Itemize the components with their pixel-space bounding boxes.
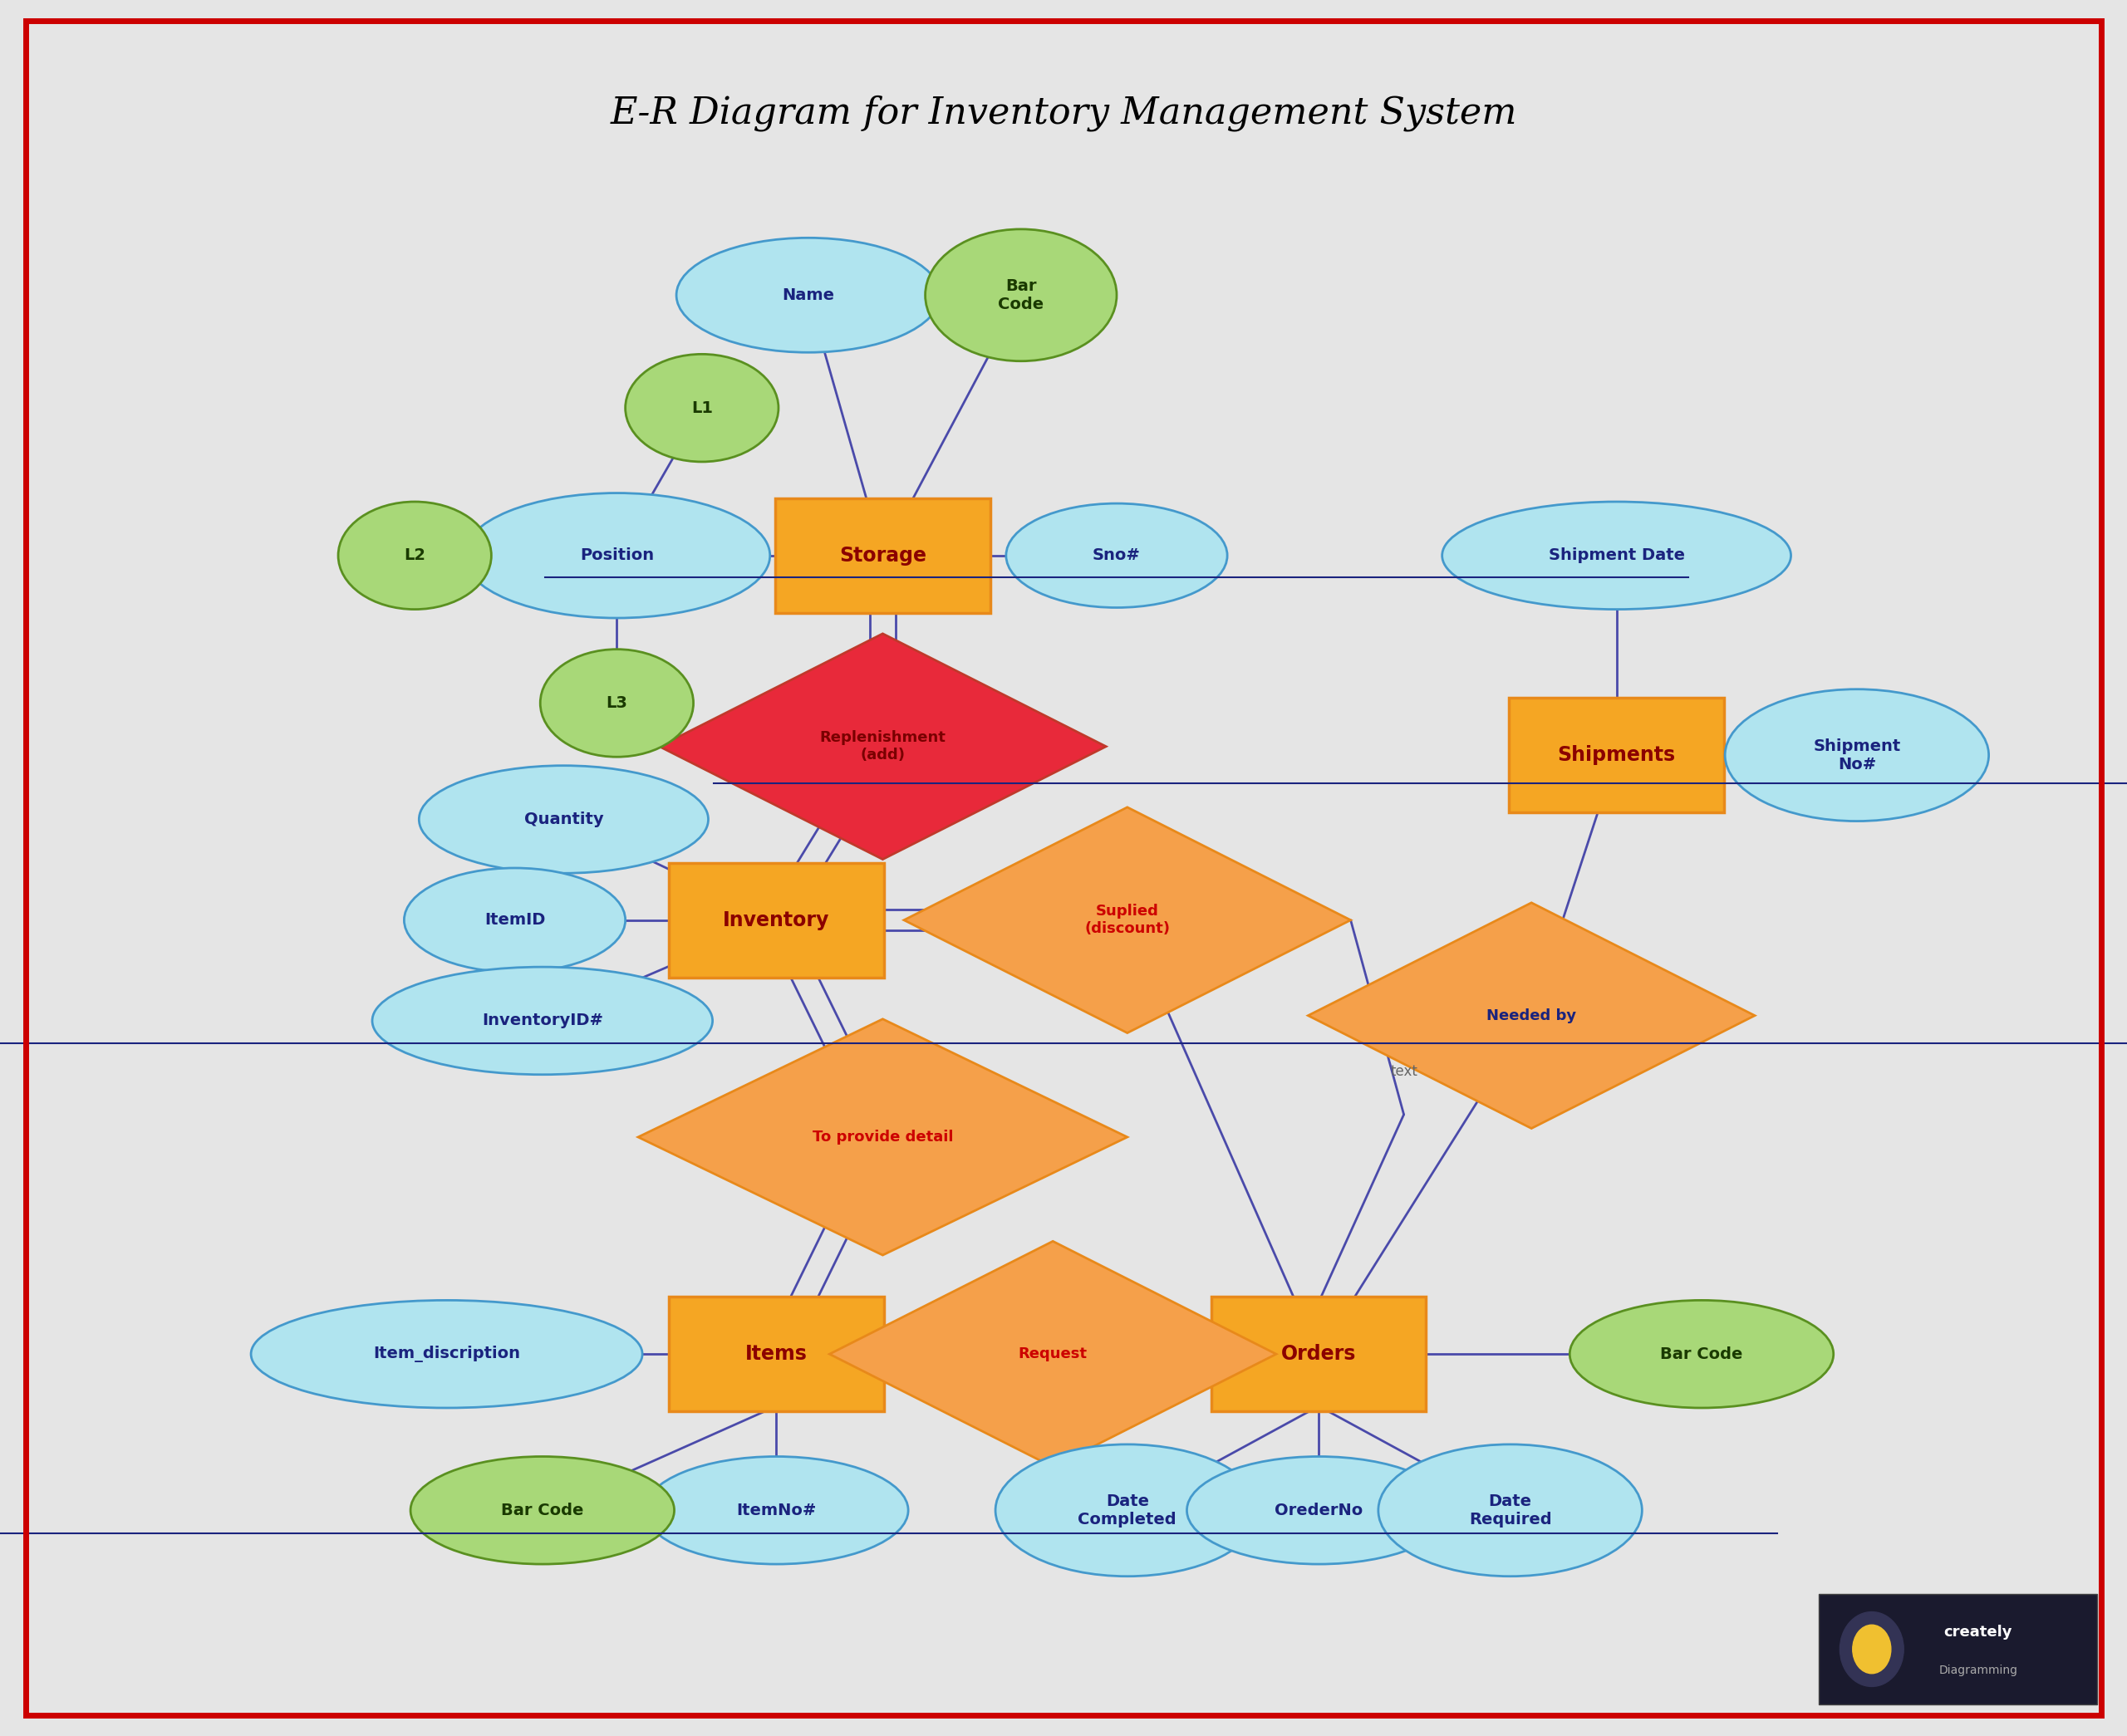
Text: Suplied
(discount): Suplied (discount) (1085, 904, 1170, 936)
Ellipse shape (419, 766, 708, 873)
Ellipse shape (1378, 1444, 1642, 1576)
Ellipse shape (676, 238, 940, 352)
Ellipse shape (625, 354, 778, 462)
Polygon shape (1308, 903, 1755, 1128)
Text: Name: Name (783, 286, 834, 304)
Text: Request: Request (1019, 1347, 1087, 1361)
Text: InventoryID#: InventoryID# (481, 1012, 604, 1029)
Ellipse shape (404, 868, 625, 972)
Text: Shipment Date: Shipment Date (1548, 547, 1685, 564)
Text: Shipments: Shipments (1557, 745, 1676, 766)
Text: Inventory: Inventory (723, 910, 830, 930)
Polygon shape (904, 807, 1351, 1033)
Ellipse shape (1570, 1300, 1833, 1408)
Text: creately: creately (1944, 1625, 2012, 1639)
Text: Replenishment
(add): Replenishment (add) (819, 731, 947, 762)
Ellipse shape (338, 502, 491, 609)
Ellipse shape (1840, 1611, 1904, 1687)
FancyBboxPatch shape (668, 863, 885, 977)
Text: L2: L2 (404, 547, 425, 564)
Text: L1: L1 (691, 399, 713, 417)
Ellipse shape (1006, 503, 1227, 608)
Text: Bar Code: Bar Code (1661, 1345, 1742, 1363)
Text: text: text (1391, 1064, 1417, 1078)
Ellipse shape (995, 1444, 1259, 1576)
Polygon shape (830, 1241, 1276, 1467)
Text: Position: Position (581, 547, 653, 564)
Text: ItemID: ItemID (485, 911, 545, 929)
Text: OrederNo: OrederNo (1274, 1502, 1363, 1519)
Text: Item_discription: Item_discription (372, 1345, 521, 1363)
Text: Date
Completed: Date Completed (1078, 1493, 1176, 1528)
Ellipse shape (1725, 689, 1989, 821)
Ellipse shape (251, 1300, 642, 1408)
Text: E-R Diagram for Inventory Management System: E-R Diagram for Inventory Management Sys… (610, 95, 1517, 130)
Polygon shape (659, 634, 1106, 859)
Ellipse shape (644, 1457, 908, 1564)
Text: Shipment
No#: Shipment No# (1812, 738, 1902, 773)
Text: Bar
Code: Bar Code (998, 278, 1044, 312)
Ellipse shape (1442, 502, 1791, 609)
Text: Bar Code: Bar Code (502, 1502, 583, 1519)
Ellipse shape (372, 967, 713, 1075)
Text: Date
Required: Date Required (1470, 1493, 1551, 1528)
Text: ItemNo#: ItemNo# (736, 1502, 817, 1519)
Ellipse shape (540, 649, 693, 757)
FancyBboxPatch shape (776, 498, 991, 613)
Polygon shape (638, 1019, 1127, 1255)
Text: L3: L3 (606, 694, 627, 712)
Ellipse shape (411, 1457, 674, 1564)
Ellipse shape (464, 493, 770, 618)
Text: Sno#: Sno# (1093, 547, 1140, 564)
Text: Orders: Orders (1280, 1344, 1357, 1364)
Text: Storage: Storage (838, 545, 927, 566)
Ellipse shape (925, 229, 1117, 361)
Text: Quantity: Quantity (523, 811, 604, 828)
FancyBboxPatch shape (1819, 1594, 2097, 1705)
Text: Items: Items (744, 1344, 808, 1364)
FancyBboxPatch shape (1212, 1297, 1427, 1411)
Ellipse shape (1853, 1625, 1891, 1674)
FancyBboxPatch shape (1510, 698, 1725, 812)
FancyBboxPatch shape (668, 1297, 885, 1411)
Ellipse shape (1187, 1457, 1451, 1564)
Text: To provide detail: To provide detail (813, 1130, 953, 1144)
Text: Diagramming: Diagramming (1938, 1665, 2019, 1675)
Text: Needed by: Needed by (1487, 1009, 1576, 1023)
